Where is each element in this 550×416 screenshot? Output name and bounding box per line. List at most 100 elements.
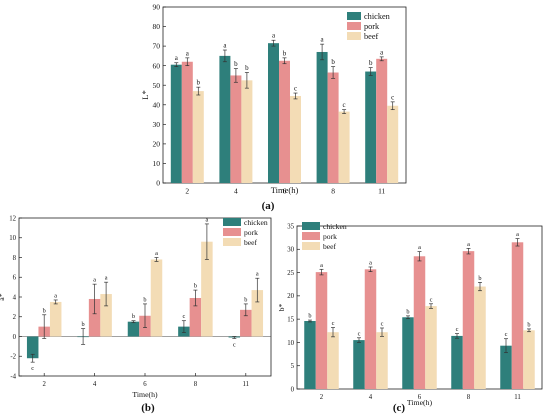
x-tick-label: 8 (467, 394, 471, 401)
y-tick-label: 30 (153, 120, 161, 129)
legend-swatch-chicken (347, 12, 361, 20)
legend-swatch-pork (302, 232, 320, 240)
significance-letter: c (332, 320, 335, 327)
legend-swatch-beef (302, 242, 320, 250)
panel-label: (c) (393, 402, 406, 414)
bar-pork-11 (376, 58, 388, 184)
x-axis-title: Time(h) (271, 185, 299, 195)
bar-chicken-11 (500, 345, 512, 389)
significance-letter: a (380, 48, 384, 56)
significance-letter: a (321, 36, 325, 44)
legend-label: chicken (323, 222, 347, 231)
legend-label: pork (364, 22, 380, 31)
bar-beef-6 (425, 306, 437, 389)
significance-letter: b (234, 60, 238, 68)
legend-label: beef (323, 242, 337, 251)
x-tick-label: 8 (331, 187, 335, 196)
y-tick-label: 30 (287, 247, 294, 254)
bar-chicken-11 (365, 71, 377, 183)
y-tick-label: 10 (153, 159, 161, 168)
significance-letter: a (175, 54, 179, 62)
legend-label: beef (244, 238, 258, 247)
bar-chicken-2 (170, 64, 182, 183)
chart-panel-3: 0 5 10 15 20 25 30 35 2 b a c 4 c a c 6 b a c 8 c a b 11 c a b chick… (277, 222, 543, 414)
legend-label: beef (364, 32, 379, 41)
panel-label: (b) (141, 402, 155, 414)
significance-letter: b (331, 58, 335, 66)
significance-letter: b (478, 275, 481, 282)
y-tick-label: 20 (287, 293, 294, 300)
bar-beef-6 (150, 259, 163, 337)
bar-chicken-4 (219, 55, 231, 184)
x-tick-label: 2 (185, 187, 189, 196)
y-tick-label: 40 (153, 100, 161, 109)
x-tick-label: 2 (320, 394, 324, 401)
chart-panel-2: -4 -2 0 2 4 6 8 10 12 2 c b a 4 b a a 6 b b a 8 c b a 11 c b a chicke… (0, 215, 272, 414)
bar-chicken-6 (268, 43, 279, 183)
significance-letter: a (320, 262, 323, 269)
significance-letter: a (418, 244, 421, 251)
significance-letter: b (82, 321, 85, 328)
significance-letter: c (233, 341, 236, 348)
bar-beef-8 (201, 241, 213, 337)
significance-letter: c (358, 330, 361, 337)
x-tick-label: 11 (378, 187, 385, 196)
significance-letter: a (105, 275, 108, 282)
significance-letter: b (245, 64, 249, 72)
y-tick-label: 2 (13, 314, 17, 321)
legend-label: pork (244, 228, 258, 237)
significance-letter: b (369, 59, 373, 67)
x-tick-label: 2 (42, 381, 46, 388)
y-tick-label: 10 (287, 340, 294, 347)
x-tick-label: 6 (143, 381, 147, 388)
x-tick-label: 4 (369, 394, 373, 401)
significance-letter: a (206, 216, 209, 223)
y-tick-label: -2 (10, 354, 16, 361)
significance-letter: b (197, 79, 201, 87)
legend-swatch-chicken (223, 218, 241, 226)
significance-letter: c (456, 326, 459, 333)
y-tick-label: 0 (13, 334, 17, 341)
y-tick-label: 6 (13, 275, 17, 282)
significance-letter: b (244, 296, 247, 303)
significance-letter: a (516, 231, 519, 238)
bar-beef-8 (474, 286, 486, 389)
x-tick-label: 11 (514, 394, 521, 401)
significance-letter: b (43, 307, 46, 314)
bar-chicken-8 (316, 51, 328, 183)
bar-beef-4 (100, 294, 112, 337)
y-tick-label: 15 (287, 317, 294, 324)
bar-pork-2 (315, 272, 328, 389)
bar-chicken-2 (304, 321, 316, 389)
y-tick-label: 4 (13, 294, 17, 301)
significance-letter: c (430, 296, 433, 303)
legend-label: pork (323, 232, 337, 241)
bar-pork-11 (511, 242, 524, 389)
x-tick-label: 6 (418, 394, 422, 401)
significance-letter: a (369, 259, 372, 266)
significance-letter: b (143, 296, 146, 303)
significance-letter: b (194, 283, 197, 290)
bar-beef-2 (192, 91, 204, 183)
legend-label: chicken (244, 218, 268, 227)
bar-chicken-4 (353, 340, 365, 389)
significance-letter: a (256, 271, 259, 278)
bar-pork-2 (181, 61, 193, 183)
significance-letter: b (308, 313, 311, 320)
bar-chicken-8 (451, 335, 463, 389)
y-axis-title: L* (140, 90, 150, 99)
legend-label: chicken (364, 12, 391, 21)
y-tick-label: 0 (156, 179, 160, 188)
x-tick-label: 4 (93, 381, 97, 388)
bar-pork-8 (462, 251, 475, 389)
legend-swatch-beef (223, 238, 241, 246)
bar-beef-6 (290, 95, 301, 183)
significance-letter: a (93, 277, 96, 284)
significance-letter: a (223, 42, 227, 50)
significance-letter: a (272, 32, 276, 40)
y-axis-title: a* (0, 293, 6, 300)
y-tick-label: 25 (287, 270, 294, 277)
y-tick-label: 70 (153, 42, 161, 51)
